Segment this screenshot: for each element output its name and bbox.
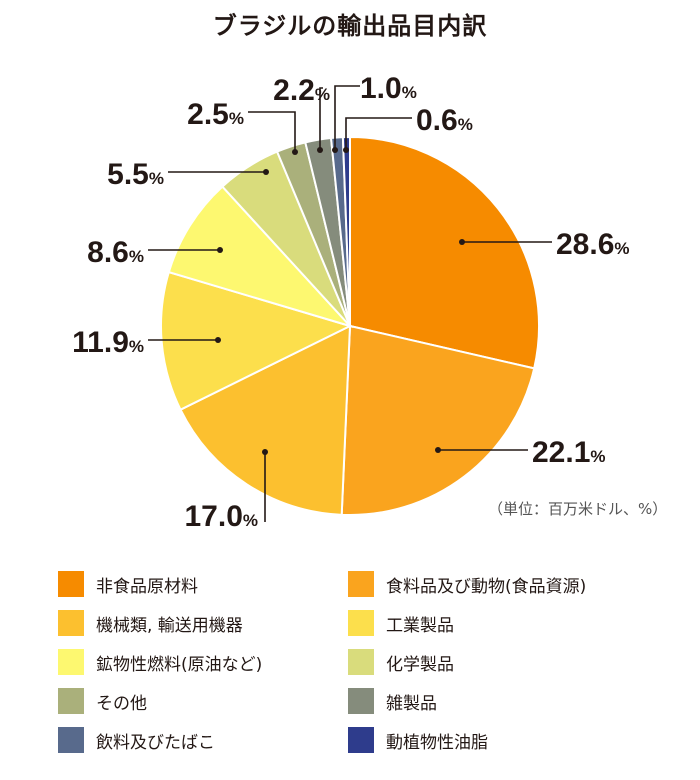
pie-slice bbox=[340, 324, 536, 516]
leader-dot bbox=[343, 147, 349, 153]
legend-item: 化学製品 bbox=[348, 648, 648, 676]
data-label: 2.5% bbox=[187, 98, 244, 131]
legend-label: 機械類, 輸送用機器 bbox=[96, 615, 243, 636]
data-label: 17.0% bbox=[184, 500, 258, 533]
data-label: 1.0% bbox=[360, 72, 417, 105]
leader-dot bbox=[217, 247, 223, 253]
legend-item: 機械類, 輸送用機器 bbox=[58, 609, 348, 637]
data-label: 22.1% bbox=[532, 436, 606, 469]
legend-item: その他 bbox=[58, 687, 348, 715]
legend-swatch bbox=[58, 727, 84, 753]
legend-swatch bbox=[58, 649, 84, 675]
legend-label: 非食品原材料 bbox=[96, 576, 198, 597]
data-label: 8.6% bbox=[87, 236, 144, 269]
chart-title: ブラジルの輸出品目内訳 bbox=[212, 12, 488, 40]
leader-line bbox=[248, 111, 296, 152]
legend-label: 食料品及び動物(食品資源) bbox=[386, 576, 587, 597]
legend-item: 鉱物性燃料(原油など) bbox=[58, 648, 348, 676]
leader-line bbox=[334, 85, 360, 150]
legend-label: 飲料及びたばこ bbox=[96, 732, 215, 753]
data-label: 5.5% bbox=[107, 158, 164, 191]
leader-line bbox=[345, 117, 412, 150]
pie-slice bbox=[159, 270, 353, 412]
leader-dot bbox=[317, 147, 323, 153]
leader-dot bbox=[215, 337, 221, 343]
data-labels: 28.6% 22.1% 17.0% 11.9% 8.6% 5.5% 2.5% 2.2% 1.0%… bbox=[72, 72, 629, 533]
legend-label: 雑製品 bbox=[386, 693, 437, 714]
pie-slice bbox=[167, 185, 354, 328]
legend-swatch bbox=[348, 688, 374, 714]
leader-dot bbox=[263, 169, 269, 175]
leader-dot bbox=[332, 147, 338, 153]
leader-dot bbox=[292, 149, 298, 155]
data-label: 0.6% bbox=[416, 104, 473, 137]
legend-swatch bbox=[348, 649, 374, 675]
legend-label: その他 bbox=[96, 693, 147, 714]
unit-note: （単位：百万米ドル、%） bbox=[488, 500, 668, 518]
pie-slice bbox=[349, 135, 540, 370]
pie-slices bbox=[159, 135, 540, 516]
legend-swatch bbox=[58, 610, 84, 636]
legend: 非食品原材料 食料品及び動物(食品資源) 機械類, 輸送用機器 工業製品鉱物性燃料(原… bbox=[58, 570, 678, 754]
legend-label: 工業製品 bbox=[386, 615, 454, 636]
pie-slice bbox=[179, 324, 352, 516]
legend-swatch bbox=[348, 571, 374, 597]
leader-lines bbox=[148, 85, 552, 522]
legend-item: 飲料及びたばこ bbox=[58, 726, 348, 754]
legend-item: 雑製品 bbox=[348, 687, 648, 715]
data-label: 2.2% bbox=[273, 74, 330, 107]
legend-item: 非食品原材料 bbox=[58, 570, 348, 598]
legend-item: 食料品及び動物(食品資源) bbox=[348, 570, 648, 598]
data-label: 28.6% bbox=[556, 228, 630, 261]
leader-dot bbox=[459, 239, 465, 245]
data-label: 11.9% bbox=[72, 326, 144, 359]
legend-item: 工業製品 bbox=[348, 609, 648, 637]
legend-swatch bbox=[348, 610, 374, 636]
legend-label: 動植物性油脂 bbox=[386, 732, 488, 753]
leader-dot bbox=[262, 449, 268, 455]
legend-label: 化学製品 bbox=[386, 654, 454, 675]
leader-line bbox=[319, 87, 323, 150]
leader-dot bbox=[435, 447, 441, 453]
legend-label: 鉱物性燃料(原油など) bbox=[96, 654, 263, 675]
legend-swatch bbox=[58, 571, 84, 597]
legend-item: 動植物性油脂 bbox=[348, 726, 648, 754]
legend-swatch bbox=[58, 688, 84, 714]
legend-swatch bbox=[348, 727, 374, 753]
